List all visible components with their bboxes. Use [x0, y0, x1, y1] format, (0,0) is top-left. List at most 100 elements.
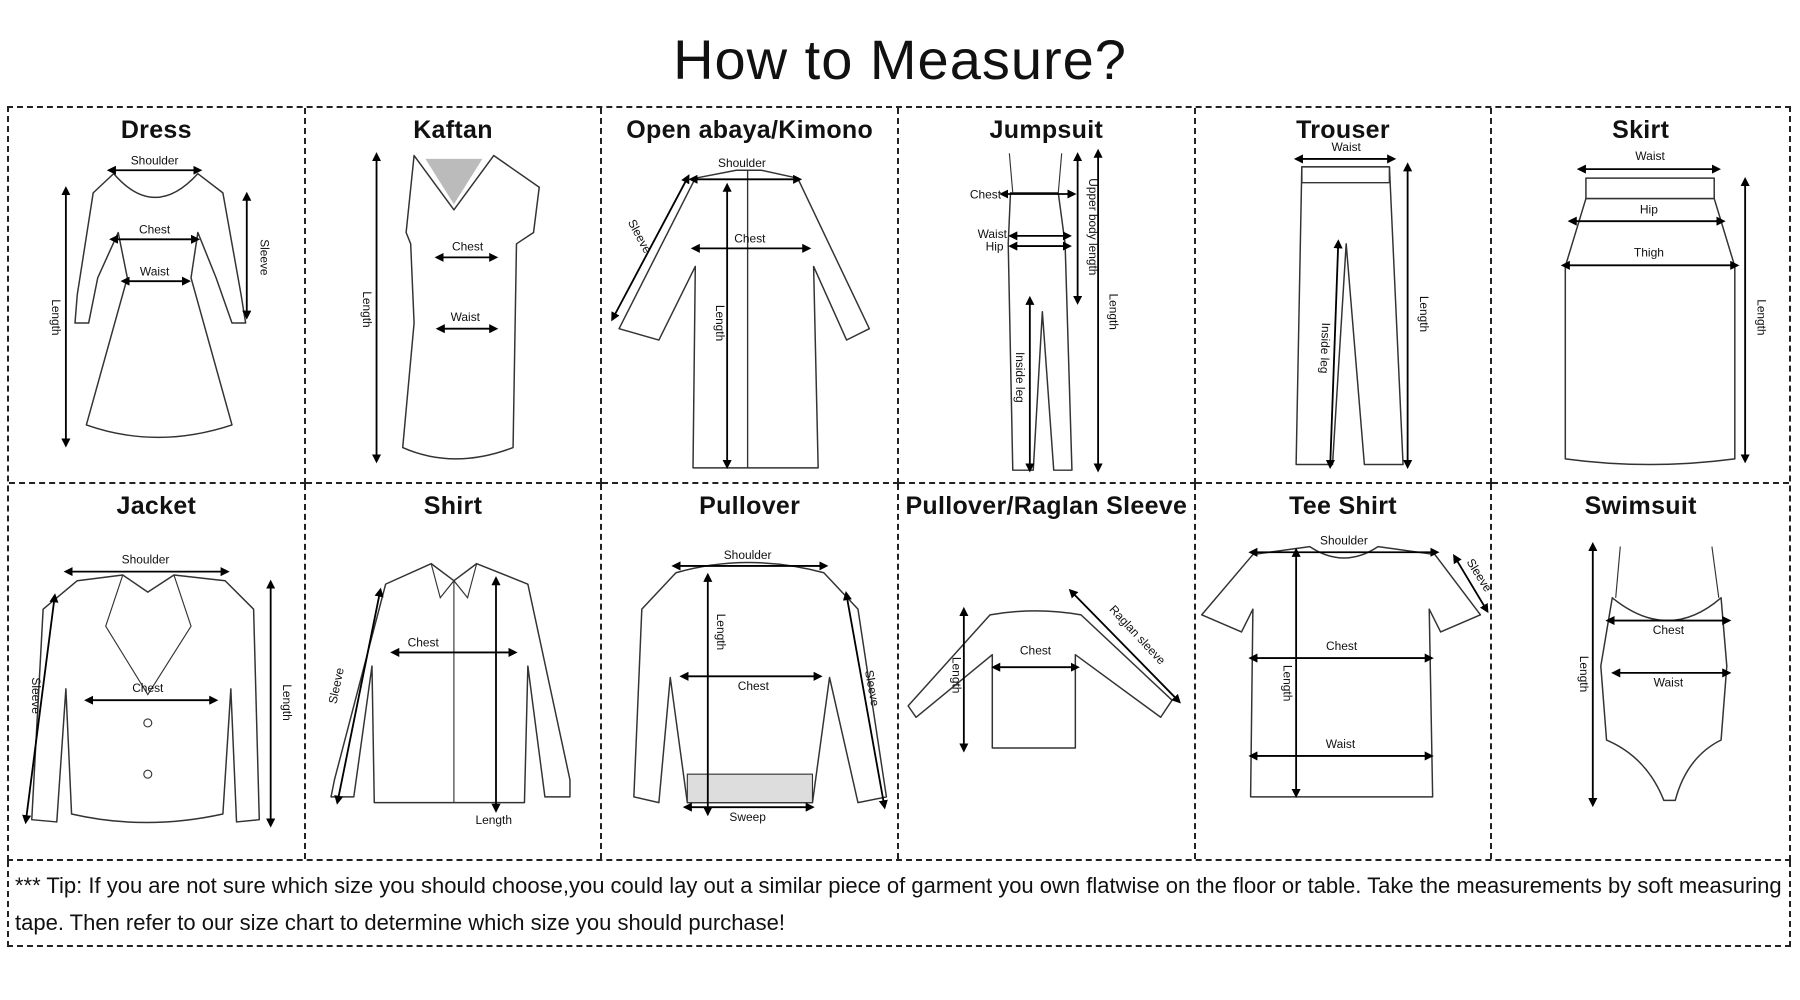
abaya-diagram: Shoulder Sleeve Chest Length: [611, 156, 871, 470]
measurement-label: Length: [1578, 655, 1592, 691]
cell-title: Jumpsuit: [989, 116, 1104, 144]
garment-outline: [1200, 545, 1481, 798]
measurement-label: Shoulder: [1320, 533, 1368, 547]
measurement-label: Chest: [452, 240, 484, 254]
measurement-label: Waist: [1331, 140, 1361, 154]
tip-text: *** Tip: If you are not sure which size …: [7, 861, 1791, 947]
jacket-diagram: Shoulder Length Sleeve Chest: [22, 552, 294, 828]
measurement-label: Length: [475, 813, 512, 827]
measure-arrow: [1068, 588, 1181, 703]
cell-title: Swimsuit: [1584, 491, 1697, 520]
cell-jacket: Jacket Shoulder Length Sleeve Chest: [9, 483, 306, 859]
measurement-label: Chest: [738, 678, 770, 692]
kaftan-diagram: Length Chest Waist: [360, 152, 540, 464]
measurement-label: Shoulder: [724, 548, 772, 562]
measure-arrow: [611, 174, 690, 322]
measurement-label: Chest: [735, 232, 767, 246]
measurement-label: Upper body length: [1086, 178, 1100, 275]
measurement-label: Length: [713, 305, 727, 341]
cell-title: Jacket: [116, 491, 197, 520]
measurement-label: Chest: [407, 635, 439, 649]
cell-open-abaya-kimono: Open abaya/Kimono Shoulder Sleeve Chest …: [602, 108, 899, 484]
measurement-label: Sleeve: [29, 677, 43, 714]
cell-trouser: Trouser Waist Length Inside leg: [1195, 108, 1493, 484]
cell-swimsuit: Swimsuit Length Chest Waist: [1492, 484, 1789, 860]
garment-outline: [31, 573, 261, 823]
dress-diagram: Shoulder Chest Waist Length Sleeve: [49, 154, 271, 448]
measurement-label: Length: [1755, 299, 1769, 335]
measurement-label: Waist: [978, 227, 1008, 241]
cell-dress: Dress Shoulder Chest Waist Length Sleeve: [9, 108, 306, 484]
measurement-label: Waist: [1654, 675, 1684, 689]
garment-outline: [1585, 177, 1716, 200]
cell-title: Dress: [120, 116, 192, 144]
measurement-label: Chest: [1653, 623, 1685, 637]
cell-title: Open abaya/Kimono: [626, 116, 874, 144]
measurement-label: Chest: [970, 188, 1002, 202]
measurement-label: Shoulder: [718, 156, 766, 170]
cell-title: Pullover: [699, 491, 801, 520]
cell-pullover-raglan-sleeve: Pullover/Raglan Sleeve Length Chest Ragl…: [899, 483, 1196, 859]
garment-outline: [1300, 166, 1390, 184]
measurement-label: Length: [1417, 296, 1431, 332]
measurement-label: Sleeve: [862, 668, 882, 707]
measurement-label: Length: [714, 613, 728, 650]
measurement-label: Hip: [986, 240, 1004, 254]
raglan-diagram: Length Chest Raglan sleeve: [907, 588, 1181, 753]
measurement-label: Length: [949, 656, 963, 693]
cell-kaftan: Kaftan Length Chest Waist: [305, 108, 603, 484]
cell-title: Tee Shirt: [1289, 491, 1397, 520]
jumpsuit-diagram: Chest Waist Hip Upper body length Length…: [970, 148, 1120, 473]
measurement-label: Inside leg: [1013, 352, 1027, 403]
measure-arrow: [1452, 553, 1489, 613]
measurement-label: Sleeve: [1463, 555, 1490, 594]
measurement-label: Length: [280, 684, 294, 721]
measurement-label: Thigh: [1634, 245, 1664, 259]
measurement-label: Shoulder: [122, 552, 170, 566]
cell-skirt: Skirt Waist Hip Thigh Length: [1492, 108, 1789, 484]
garment-outline: [618, 169, 871, 469]
trouser-diagram: Waist Length Inside leg: [1293, 140, 1431, 470]
measurement-label: Sweep: [730, 809, 767, 823]
cell-title: Trouser: [1296, 116, 1390, 144]
measurement-label: Length: [1106, 294, 1120, 330]
cell-jumpsuit: Jumpsuit Chest Waist Hip Upper body leng…: [898, 108, 1196, 484]
measure-arrow: [843, 590, 889, 809]
measure-arrow: [333, 587, 384, 805]
measurement-label: Inside leg: [1317, 322, 1333, 373]
page-title: How to Measure?: [673, 28, 1127, 91]
measure-grid: Dress Shoulder Chest Waist Length Sleeve…: [7, 106, 1791, 861]
skirt-diagram: Waist Hip Thigh Length: [1561, 149, 1769, 466]
cell-title: Shirt: [423, 491, 483, 520]
measurement-label: Chest: [1326, 639, 1358, 653]
measurement-label: Shoulder: [131, 154, 179, 168]
measure-arrow: [22, 592, 59, 824]
measurement-label: Sleeve: [325, 666, 346, 705]
pullover-diagram: Shoulder Length Chest Sleeve Sweep: [633, 548, 889, 823]
measure-arrow: [1325, 239, 1343, 470]
measurement-label: Hip: [1640, 202, 1658, 216]
measurement-label: Waist: [1325, 736, 1355, 750]
cell-title: Pullover/Raglan Sleeve: [905, 491, 1188, 520]
measurement-label: Chest: [139, 223, 171, 237]
garment-outline: [401, 154, 540, 460]
cell-pullover: Pullover Shoulder Length Chest Sleeve Sw…: [602, 483, 899, 859]
measurement-label: Chest: [132, 681, 164, 695]
swimsuit-diagram: Length Chest Waist: [1578, 541, 1732, 807]
garment-outline: [1007, 192, 1073, 471]
measurement-label: Chest: [1020, 643, 1052, 657]
garment-outline: [1295, 166, 1404, 466]
measurement-label: Length: [360, 291, 374, 327]
cell-shirt: Shirt Chest Sleeve Length: [306, 483, 603, 859]
measurement-label: Waist: [1636, 149, 1666, 163]
cell-title: Skirt: [1612, 116, 1670, 144]
measurement-label: Waist: [450, 310, 480, 324]
garment-outline: [74, 172, 247, 439]
shirt-diagram: Chest Sleeve Length: [325, 562, 571, 827]
cell-tee-shirt: Tee Shirt Shoulder Sleeve Chest Length W…: [1196, 483, 1493, 859]
tee-shirt-diagram: Shoulder Sleeve Chest Length Waist: [1200, 533, 1490, 798]
measurement-label: Waist: [140, 265, 170, 279]
cell-title: Kaftan: [413, 116, 493, 144]
measurement-label: Length: [49, 299, 63, 335]
garment-outline: [1564, 197, 1736, 466]
